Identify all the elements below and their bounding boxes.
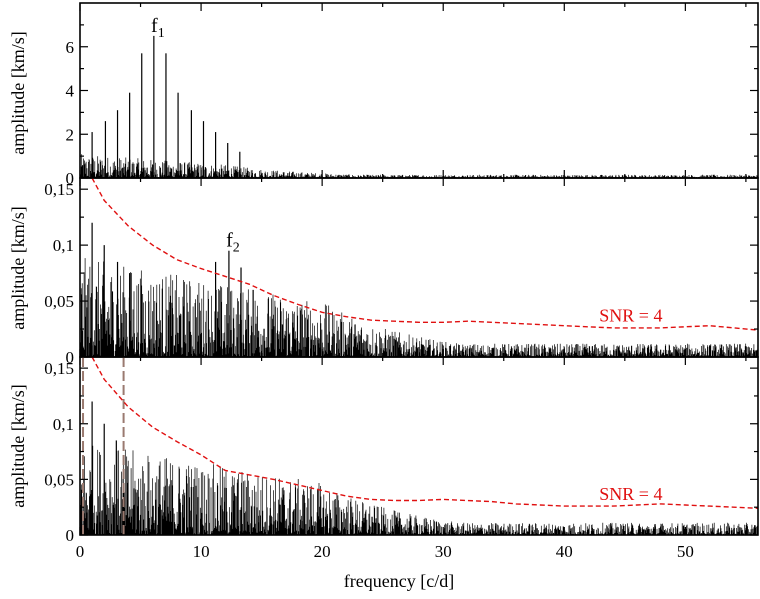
bottom-panel-frame [79, 356, 759, 536]
top-panel-annotations: f1 [151, 15, 165, 41]
y-tick-label: 2 [66, 125, 75, 144]
y-tick-label: 0,1 [53, 415, 74, 434]
y-tick-label: 6 [66, 38, 75, 57]
middle-panel-annotations: f2 [226, 230, 240, 256]
peak-label: f2 [226, 230, 240, 256]
y-tick-label: 0,05 [44, 470, 74, 489]
y-tick-label: 0,15 [44, 359, 74, 378]
y-tick-label: 0,15 [44, 180, 74, 199]
peak-label: f1 [151, 15, 165, 41]
y-tick-label: 0 [66, 169, 75, 188]
top-panel-y-axis-title: amplitude [km/s] [8, 31, 28, 154]
y-tick-label: 0 [66, 348, 75, 367]
middle-panel-snr-label: SNR = 4 [599, 306, 662, 326]
x-tick-label: 20 [314, 542, 331, 561]
middle-panel-y-ticks: 0 0,05 0,1 0,15 [44, 178, 758, 367]
y-tick-label: 0,05 [44, 292, 74, 311]
y-tick-label: 0 [66, 526, 75, 545]
x-tick-label: 40 [556, 542, 573, 561]
bottom-panel-y-ticks: 0 0,05 0,1 0,15 [44, 359, 758, 545]
x-tick-label: 30 [435, 542, 452, 561]
y-tick-label: 4 [66, 82, 75, 101]
middle-panel-snr-curve [91, 177, 759, 331]
middle-panel-y-axis-title: amplitude [km/s] [8, 206, 28, 329]
bottom-panel-y-axis-title: amplitude [km/s] [8, 384, 28, 507]
y-tick-label: 0,1 [53, 236, 74, 255]
x-tick-label: 10 [193, 542, 210, 561]
x-axis-title: frequency [c/d] [344, 571, 454, 591]
bottom-panel-marker-lines [82, 357, 125, 535]
bottom-panel-x-ticks: 0 10 20 30 40 50 [76, 357, 747, 561]
x-tick-label: 0 [76, 542, 85, 561]
bottom-panel: SNR = 4 0 0,05 0,1 0,15 0 10 20 30 40 50 amplitu… [8, 356, 759, 591]
bottom-panel-snr-curve [91, 356, 759, 509]
x-tick-label: 50 [677, 542, 694, 561]
bottom-panel-snr-label: SNR = 4 [599, 484, 662, 504]
